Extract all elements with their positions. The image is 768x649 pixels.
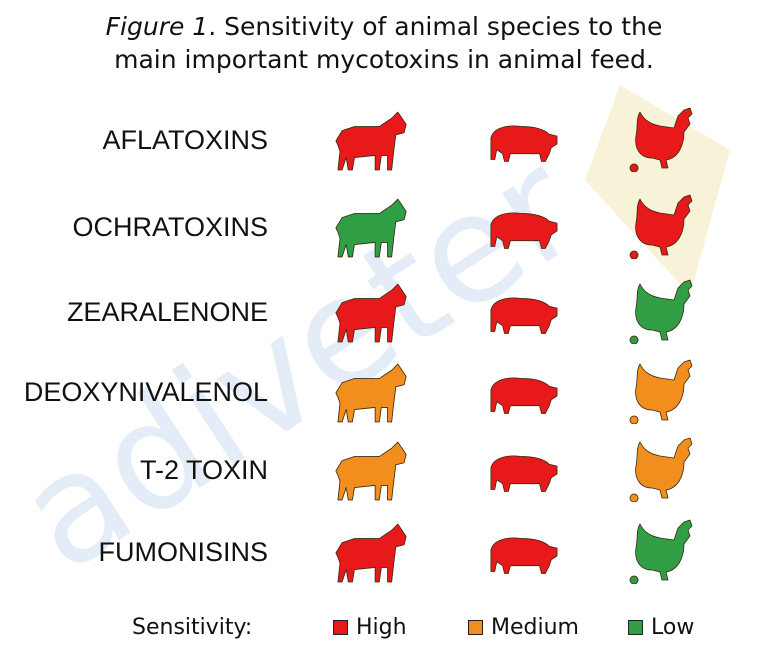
title-line-2: main important mycotoxins in animal feed… <box>114 45 654 74</box>
title-line-1: . Sensitivity of animal species to the <box>208 12 663 41</box>
pig-icon <box>487 292 559 341</box>
cow-icon <box>333 362 409 429</box>
cow-icon <box>333 197 409 264</box>
row-label: FUMONISINS <box>98 537 268 567</box>
cow-icon <box>333 282 409 349</box>
row-label: DEOXYNIVALENOL <box>23 377 268 407</box>
pig-icon <box>487 207 559 256</box>
pig-icon <box>487 532 559 581</box>
row-label: T-2 TOXIN <box>139 455 268 485</box>
legend-swatch-medium <box>468 620 483 635</box>
row-label: OCHRATOXINS <box>72 212 268 242</box>
figure-title: Figure 1. Sensitivity of animal species … <box>0 10 768 76</box>
legend-item-low: Low <box>651 615 695 640</box>
chicken-icon <box>628 106 698 177</box>
pig-icon <box>487 120 559 169</box>
cow-icon <box>333 440 409 507</box>
legend-swatch-low <box>628 620 643 635</box>
chicken-icon <box>628 518 698 589</box>
figure-label: Figure 1 <box>105 12 209 41</box>
chicken-icon <box>628 436 698 507</box>
chicken-icon <box>628 193 698 264</box>
legend-item-high: High <box>356 615 407 640</box>
row-label: AFLATOXINS <box>102 125 268 155</box>
chicken-icon <box>628 278 698 349</box>
pig-icon <box>487 450 559 499</box>
pig-icon <box>487 372 559 421</box>
cow-icon <box>333 522 409 589</box>
cow-icon <box>333 110 409 177</box>
legend-label: Sensitivity: <box>132 615 253 640</box>
legend-item-medium: Medium <box>491 615 579 640</box>
row-label: ZEARALENONE <box>66 297 268 327</box>
chicken-icon <box>628 358 698 429</box>
legend-swatch-high <box>333 620 348 635</box>
